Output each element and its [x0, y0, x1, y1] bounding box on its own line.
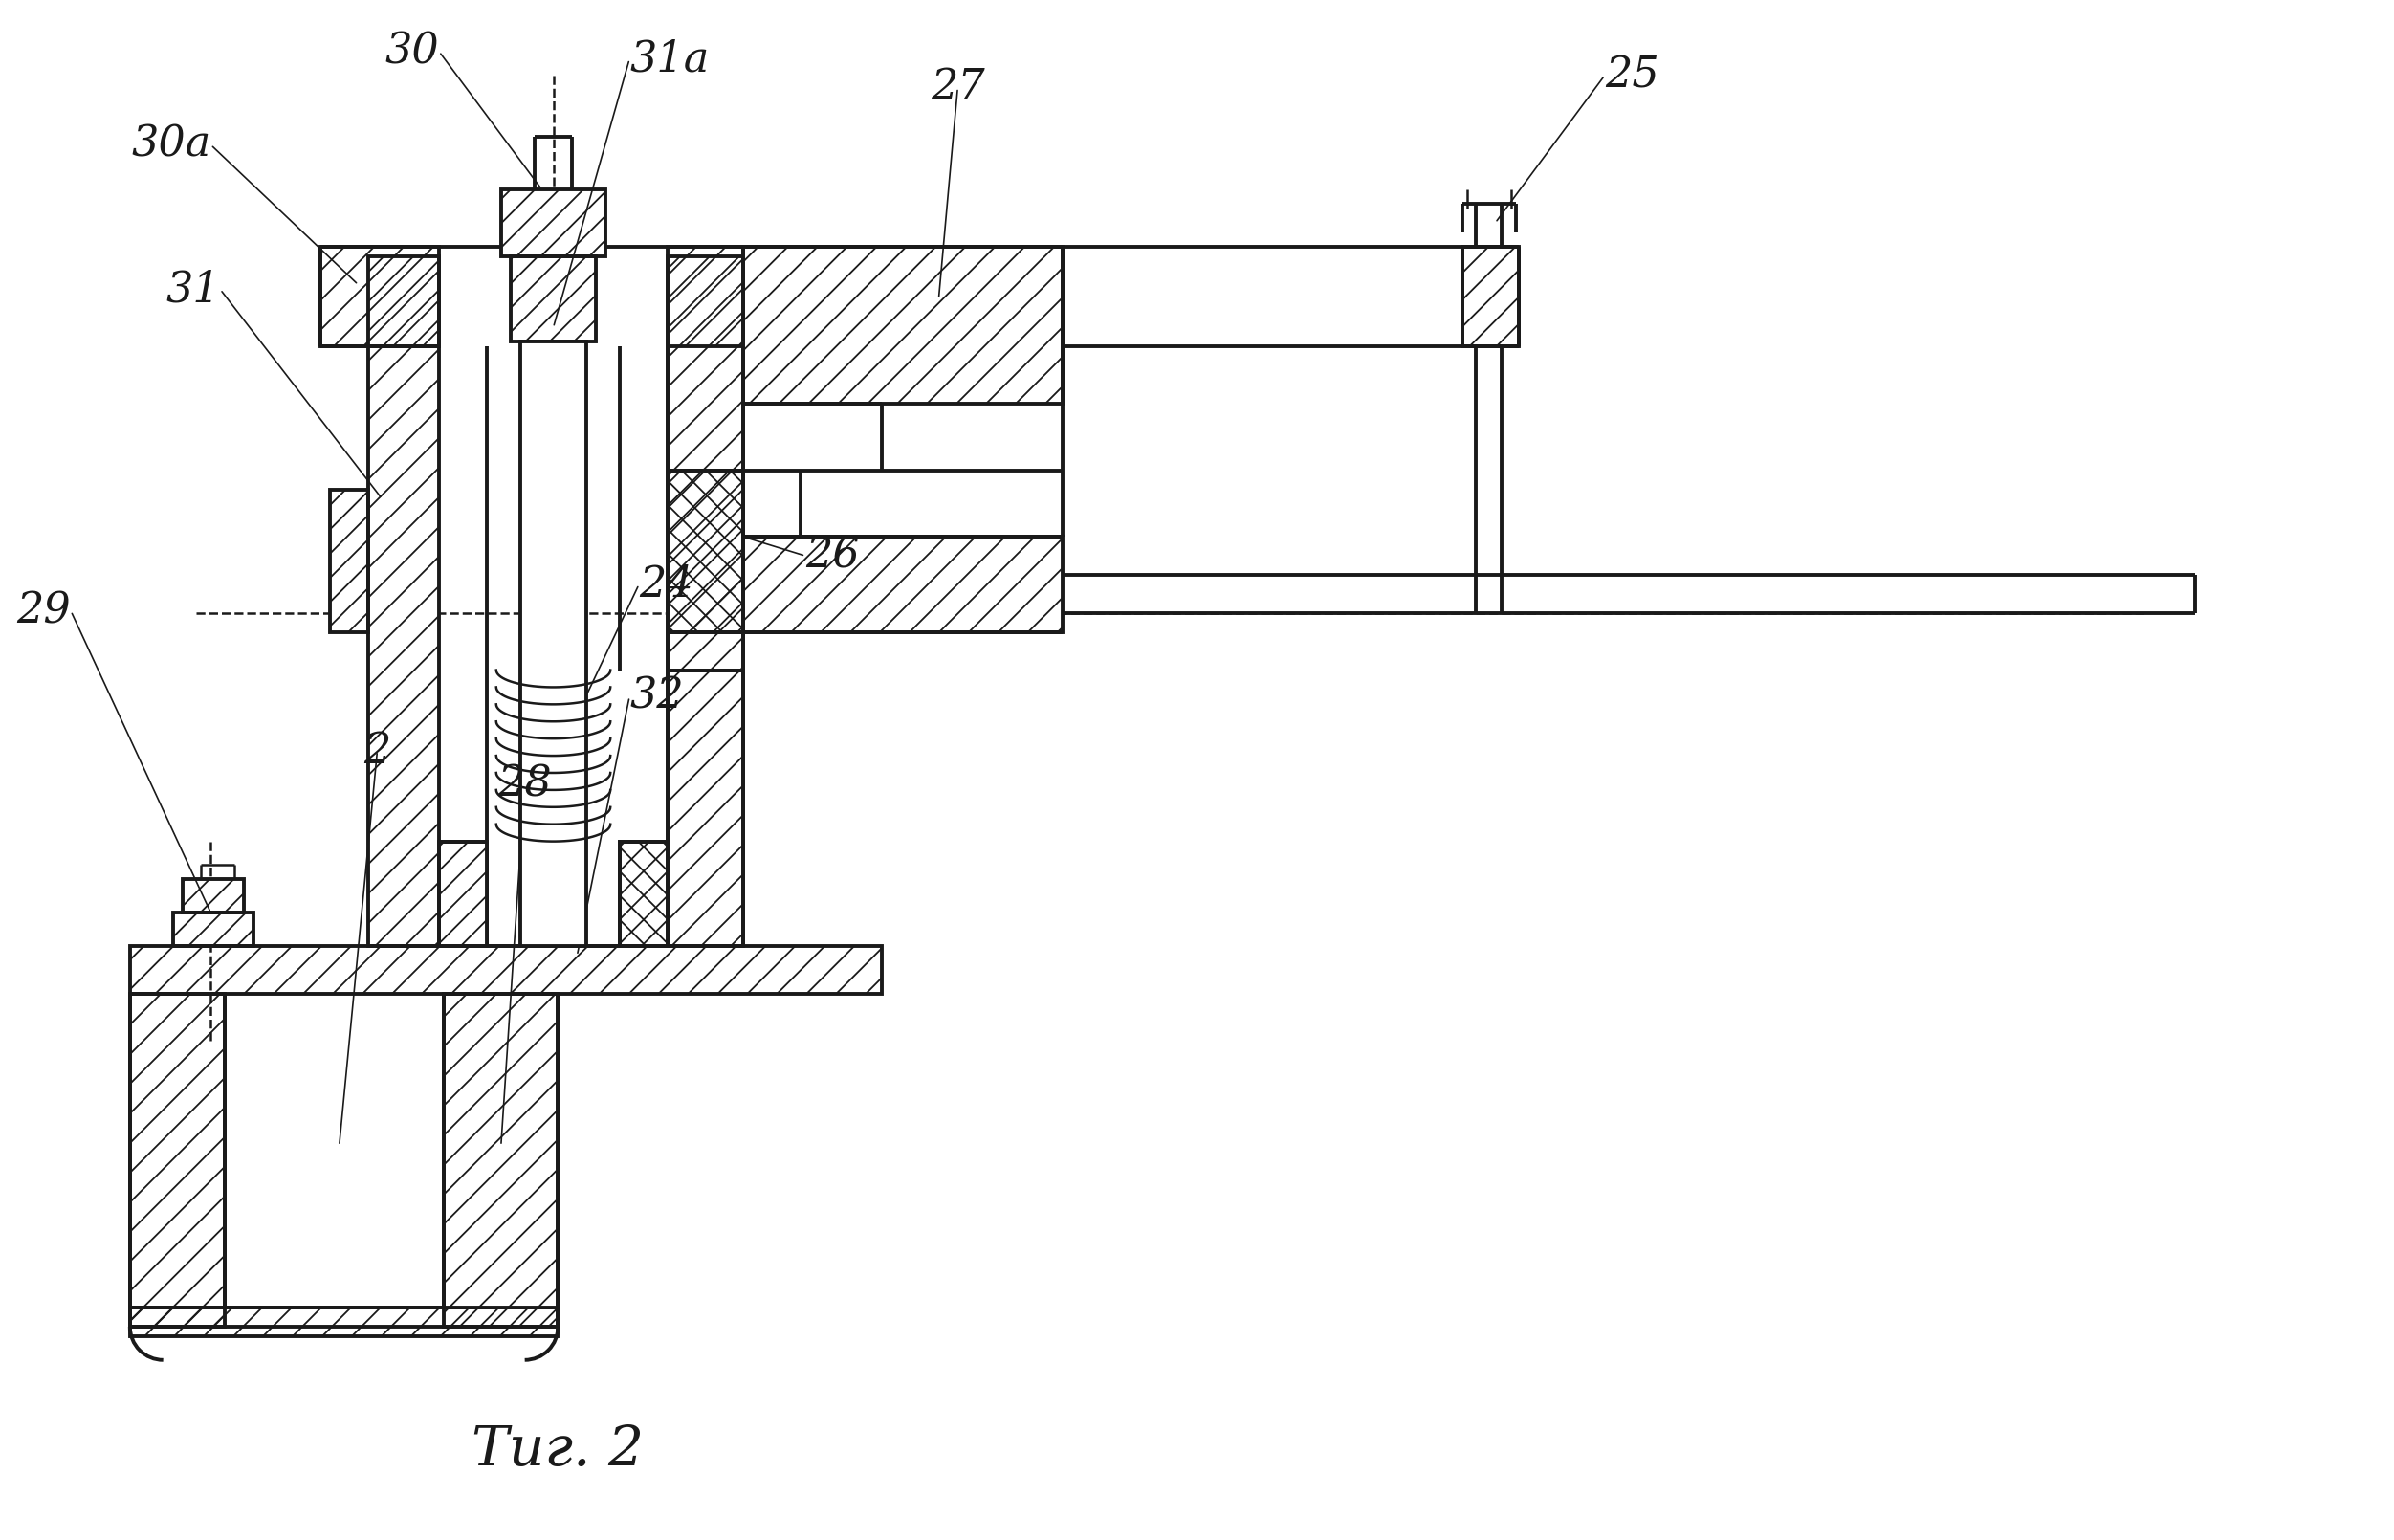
Polygon shape: [438, 841, 486, 946]
Polygon shape: [330, 490, 369, 631]
Polygon shape: [172, 913, 254, 946]
Polygon shape: [668, 256, 745, 670]
Polygon shape: [745, 537, 1063, 631]
Text: 25: 25: [1604, 55, 1659, 95]
Polygon shape: [129, 1307, 558, 1337]
Polygon shape: [668, 670, 745, 946]
Polygon shape: [620, 841, 668, 946]
Polygon shape: [745, 246, 1063, 403]
Polygon shape: [443, 993, 558, 1326]
Text: 32: 32: [630, 676, 685, 718]
Polygon shape: [668, 470, 745, 631]
Polygon shape: [182, 879, 244, 913]
Polygon shape: [321, 246, 438, 346]
Polygon shape: [500, 189, 606, 256]
Polygon shape: [172, 913, 254, 946]
Polygon shape: [668, 470, 745, 631]
Polygon shape: [620, 841, 668, 946]
Polygon shape: [668, 470, 745, 631]
Polygon shape: [510, 256, 596, 342]
Polygon shape: [129, 993, 225, 1326]
Polygon shape: [1463, 246, 1520, 346]
Polygon shape: [321, 246, 438, 346]
Polygon shape: [369, 256, 438, 946]
Polygon shape: [668, 246, 745, 346]
Polygon shape: [500, 189, 606, 256]
Text: 30: 30: [385, 31, 438, 72]
Polygon shape: [620, 841, 668, 946]
Polygon shape: [129, 946, 881, 993]
Polygon shape: [668, 246, 745, 346]
Polygon shape: [745, 246, 1063, 403]
Polygon shape: [668, 256, 745, 670]
Polygon shape: [369, 256, 438, 946]
Polygon shape: [1463, 246, 1520, 346]
Polygon shape: [668, 670, 745, 946]
Polygon shape: [129, 993, 225, 1326]
Text: 27: 27: [931, 68, 984, 108]
Polygon shape: [182, 879, 244, 913]
Polygon shape: [620, 841, 668, 946]
Text: 28: 28: [498, 764, 553, 805]
Polygon shape: [745, 537, 1063, 631]
Text: 31a: 31a: [630, 38, 709, 80]
Polygon shape: [330, 490, 369, 631]
Text: 24: 24: [639, 564, 694, 605]
Polygon shape: [438, 841, 486, 946]
Polygon shape: [510, 256, 596, 342]
Text: Τиг. 2: Τиг. 2: [472, 1423, 644, 1477]
Text: 26: 26: [804, 536, 859, 576]
Polygon shape: [443, 993, 558, 1326]
Polygon shape: [129, 946, 881, 993]
Text: 30a: 30a: [132, 125, 211, 165]
Polygon shape: [519, 342, 587, 946]
Polygon shape: [668, 470, 745, 631]
Text: 2: 2: [364, 730, 390, 772]
Polygon shape: [129, 1307, 558, 1337]
Text: 31: 31: [165, 270, 220, 310]
Text: 29: 29: [17, 590, 72, 631]
